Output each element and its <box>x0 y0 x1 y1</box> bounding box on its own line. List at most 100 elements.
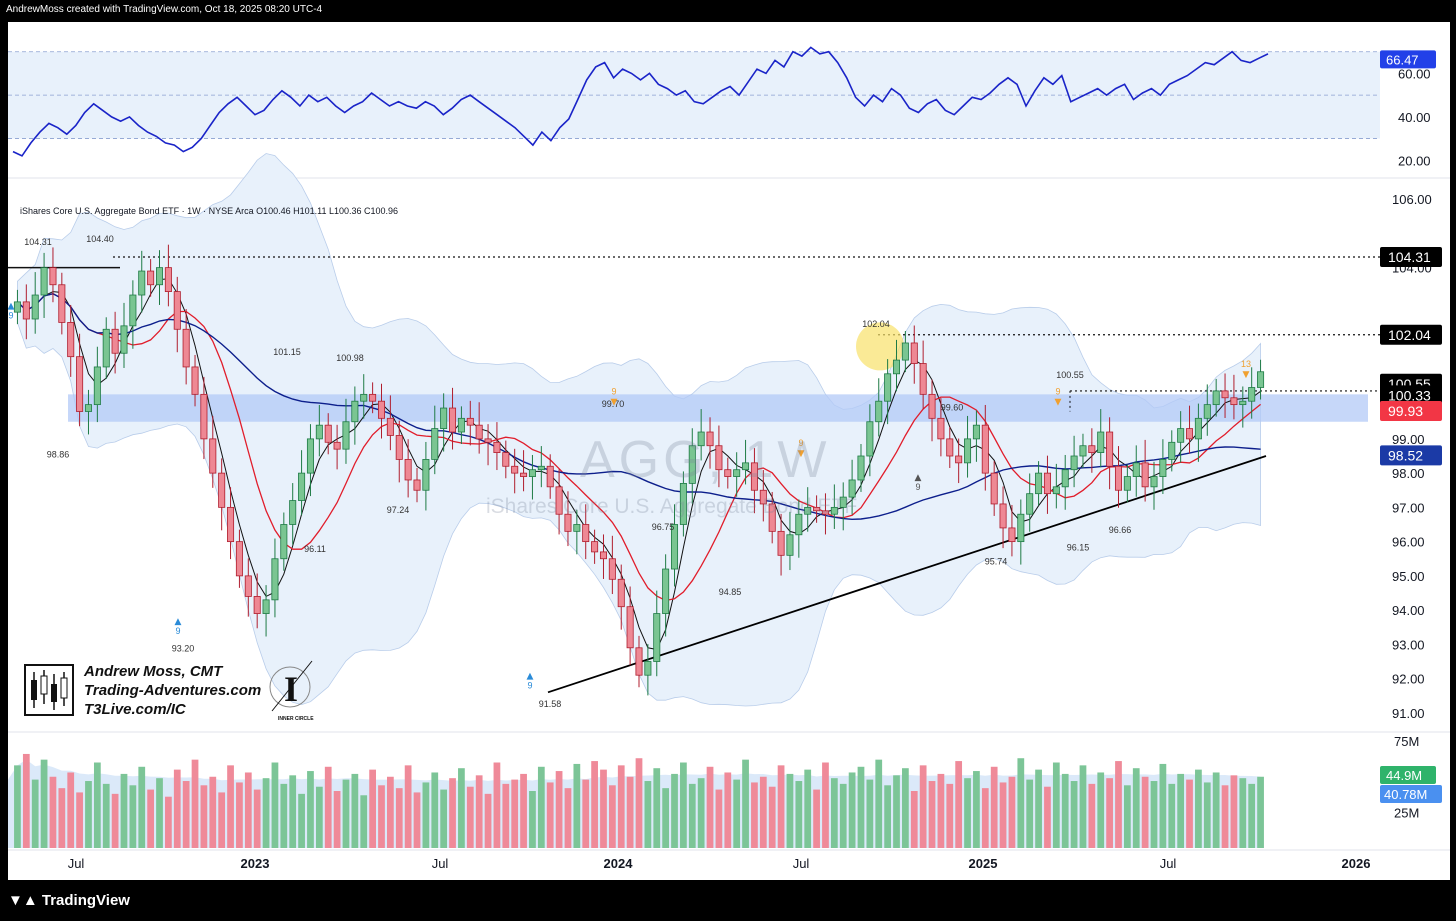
tradingview-logo[interactable]: ▼▲ TradingView <box>8 892 130 909</box>
candle-body <box>768 503 776 532</box>
price-annotation: 99.70 <box>602 399 625 409</box>
candle <box>821 493 829 535</box>
candle <box>777 513 785 576</box>
price-annotation: 104.31 <box>24 237 52 247</box>
candle-body <box>289 500 297 525</box>
candle <box>608 535 616 595</box>
candle-body <box>413 479 421 491</box>
candle <box>511 448 519 494</box>
candle <box>1177 411 1185 463</box>
volume-bar <box>1017 758 1025 848</box>
volume-bar <box>591 761 598 848</box>
candle <box>457 406 465 445</box>
volume-bar <box>262 778 270 848</box>
volume-bar <box>315 786 323 848</box>
volume-value-tag <box>1380 766 1436 785</box>
candle <box>262 585 270 637</box>
candle-body <box>369 393 377 402</box>
candle <box>67 304 75 377</box>
price-annotation: 102.04 <box>862 319 890 329</box>
volume-bar <box>529 791 536 848</box>
header-bar: AndrewMoss created with TradingView.com,… <box>0 0 1456 22</box>
candle-body <box>76 356 84 412</box>
rsi-line <box>12 46 1269 157</box>
volume-bar <box>14 765 21 848</box>
candle <box>147 259 155 297</box>
candle-body <box>111 328 119 354</box>
volume-bar <box>786 773 794 848</box>
volume-bar <box>928 781 936 848</box>
candle-body <box>351 400 359 423</box>
sequential-count: 9 <box>8 311 13 321</box>
candle <box>253 573 261 629</box>
candle <box>49 247 57 303</box>
candle <box>564 491 572 547</box>
candle-body <box>537 465 545 471</box>
candle <box>138 250 146 313</box>
candle <box>1150 461 1158 510</box>
volume-bar <box>813 789 820 848</box>
time-tick-label: 2026 <box>1342 856 1371 871</box>
candle-body <box>937 417 945 440</box>
resistance-zone <box>68 394 1368 422</box>
volume-bar <box>1230 775 1238 848</box>
candle-body <box>644 661 652 676</box>
candle-body <box>1017 513 1025 543</box>
volume-bar <box>644 781 652 848</box>
candle-body <box>377 400 386 419</box>
volume-bar <box>85 781 92 848</box>
volume-bar <box>333 791 341 848</box>
candle-body <box>972 424 980 440</box>
candle-body <box>164 267 172 293</box>
volume-bar <box>111 793 119 848</box>
candle <box>626 586 634 666</box>
volume-bar <box>795 781 803 848</box>
candle <box>164 244 172 307</box>
price-tick-label: 106.00 <box>1392 192 1432 207</box>
candle-body <box>1043 472 1051 495</box>
rsi-tick-label: 20.00 <box>1398 153 1431 168</box>
candle <box>555 469 563 535</box>
candle-body <box>599 551 607 560</box>
candle <box>13 289 21 325</box>
volume-bar <box>839 783 847 848</box>
volume-bar <box>893 775 900 848</box>
candle-body <box>1168 441 1176 460</box>
candle-body <box>1159 459 1167 477</box>
candle <box>804 487 812 532</box>
site-link-2[interactable]: T3Live.com/IC <box>84 701 186 718</box>
candle-body <box>964 438 972 464</box>
candle <box>715 425 723 488</box>
candle-body <box>875 400 883 423</box>
volume-bar <box>484 793 492 848</box>
volume-bar <box>1026 779 1034 848</box>
candle <box>227 487 235 560</box>
price-tick-label: 91.00 <box>1392 706 1425 721</box>
candle <box>1132 445 1140 497</box>
candle-body <box>209 438 217 474</box>
volume-bar <box>511 779 519 848</box>
candle-body <box>386 417 394 436</box>
candle <box>191 354 199 407</box>
volume-bar <box>600 769 607 848</box>
candle <box>209 415 217 488</box>
candle <box>1186 405 1194 454</box>
price-tag-label: 98.52 <box>1388 447 1423 463</box>
candle-body <box>821 510 829 515</box>
volume-bar <box>848 772 856 848</box>
candle <box>76 333 84 427</box>
candle <box>1106 417 1114 490</box>
volume-bar <box>387 776 394 848</box>
sequential-count: 9 <box>1055 387 1060 397</box>
volume-bar <box>244 772 252 848</box>
candle <box>617 564 625 630</box>
candle <box>1070 435 1078 488</box>
header-text: AndrewMoss created with TradingView.com,… <box>6 4 323 15</box>
candle <box>129 280 137 349</box>
site-link-1[interactable]: Trading-Adventures.com <box>84 682 262 699</box>
candle <box>937 398 945 457</box>
candle <box>591 529 599 564</box>
candle-body <box>804 506 812 515</box>
chart-canvas[interactable]: 60.00 40.00 20.00 66.47 104.31 104.40 98.86 93.… <box>8 22 1450 880</box>
volume-bar <box>724 772 732 848</box>
